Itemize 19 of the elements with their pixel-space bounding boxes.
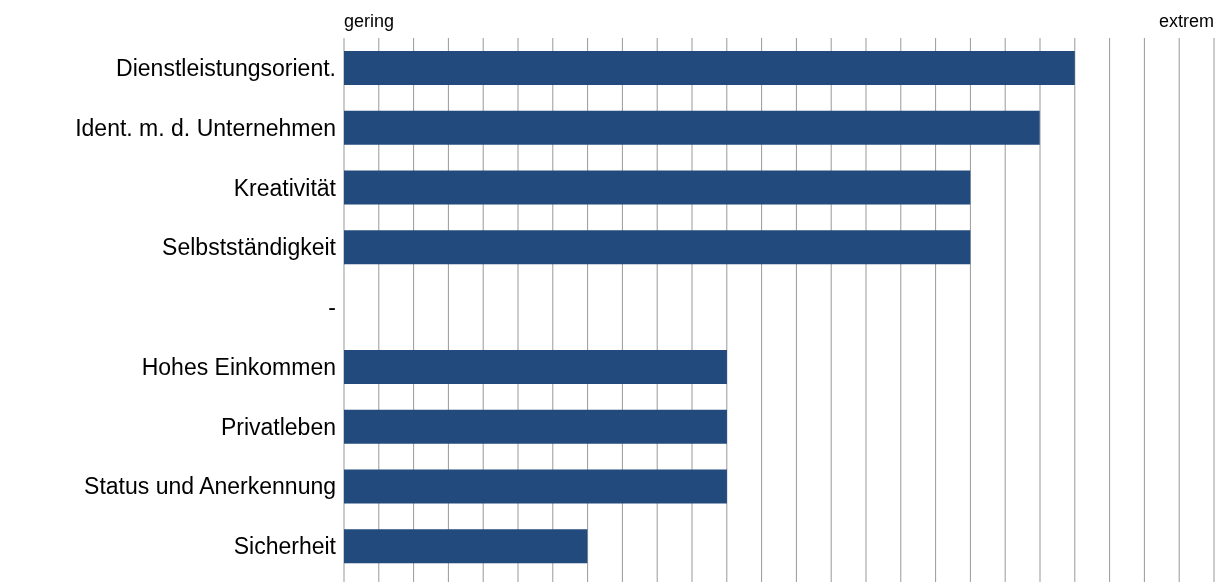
bar xyxy=(344,349,727,384)
y-tick-label: Selbstständigkeit xyxy=(162,234,337,261)
y-tick-label: Ident. m. d. Unternehmen xyxy=(75,114,336,141)
y-tick-label: Sicherheit xyxy=(233,533,337,560)
y-tick-label: Status und Anerkennung xyxy=(84,473,336,500)
y-tick-label: - xyxy=(328,294,336,321)
bar xyxy=(344,529,588,564)
y-tick-label: Hohes Einkommen xyxy=(141,353,336,380)
bar xyxy=(344,51,1075,85)
bar xyxy=(344,409,727,444)
bar xyxy=(344,170,971,205)
y-tick-label: Kreativität xyxy=(233,174,337,201)
text: gering xyxy=(344,10,395,32)
y-tick-label: Dienstleistungsorient. xyxy=(116,55,336,82)
bar xyxy=(344,230,971,265)
bar xyxy=(344,110,1040,145)
y-tick-label: Privatleben xyxy=(220,413,336,440)
bar xyxy=(344,469,727,504)
text: extrem xyxy=(1158,10,1214,32)
